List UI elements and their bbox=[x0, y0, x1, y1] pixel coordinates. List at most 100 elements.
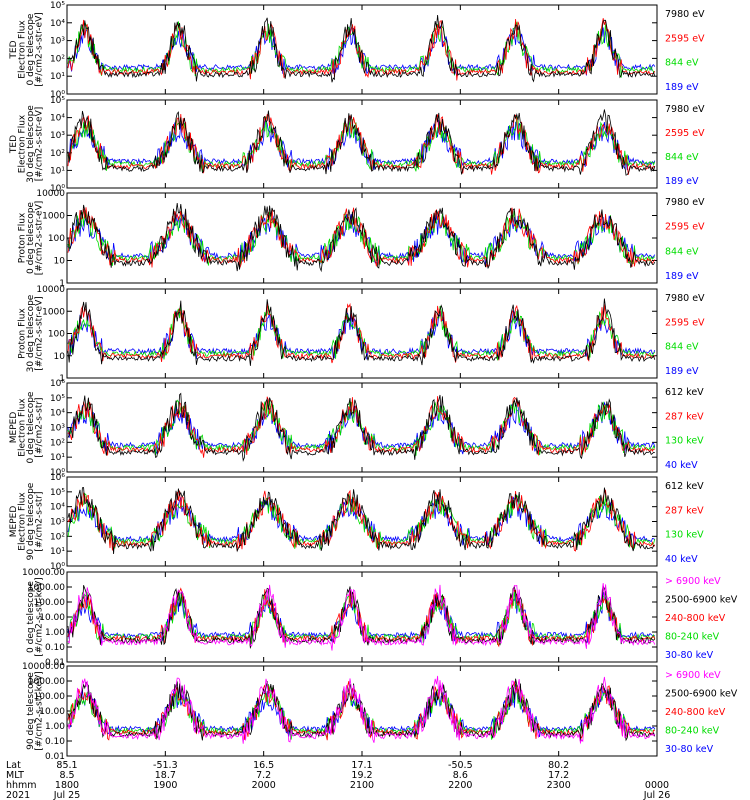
y-axis-label-line: [#/cm2-s-str-keV] bbox=[35, 671, 45, 750]
x-tick-label: 2200 bbox=[448, 780, 472, 791]
y-tick-label: 10000.00 bbox=[22, 662, 65, 672]
legend-entry: 30-80 keV bbox=[665, 650, 714, 661]
y-tick-label: 10⁴ bbox=[50, 409, 65, 419]
y-axis-label-line: TED bbox=[9, 135, 19, 154]
y-axis-label-line: [#/cm2-s-str-eV] bbox=[35, 12, 45, 87]
y-axis-label-line: MEPED bbox=[9, 506, 19, 538]
panel-frame bbox=[66, 288, 658, 379]
y-axis-label-line: MEPED bbox=[9, 412, 19, 444]
series-trace-3 bbox=[67, 399, 656, 456]
y-tick-label: 100.00 bbox=[34, 692, 66, 702]
x-tick-label: 8.5 bbox=[59, 770, 74, 781]
y-axis-label-line: Electron Flux bbox=[18, 398, 28, 457]
series-trace-2 bbox=[67, 207, 656, 269]
series-trace-5 bbox=[67, 591, 656, 644]
y-axis-label-line: Electron Flux bbox=[18, 114, 28, 173]
y-axis-label-line: [#/cm2-s-str-keV] bbox=[35, 577, 45, 656]
series-trace-3 bbox=[67, 305, 656, 361]
legend-entry: 844 eV bbox=[665, 246, 699, 257]
series-trace-2 bbox=[67, 18, 656, 81]
y-axis-label-line: Electron Flux bbox=[18, 492, 28, 551]
y-tick-label: 10¹ bbox=[50, 453, 65, 463]
y-tick-label: 10 bbox=[54, 257, 66, 267]
legend-entry: 189 eV bbox=[665, 82, 699, 93]
y-tick-label: 1000 bbox=[42, 212, 65, 222]
legend-entry: 844 eV bbox=[665, 152, 699, 163]
panel-frame bbox=[66, 4, 658, 95]
y-tick-label: 10.00 bbox=[39, 707, 65, 717]
series-trace-1 bbox=[67, 392, 655, 462]
footer-row-label: hhmm bbox=[6, 780, 37, 791]
y-tick-label: 100 bbox=[48, 330, 65, 340]
y-axis-label-line: 0 deg telescope bbox=[26, 391, 36, 463]
legend-entry: 240-800 keV bbox=[665, 613, 726, 624]
y-tick-label: 10000 bbox=[36, 189, 65, 199]
series-trace-1 bbox=[67, 203, 656, 273]
series-trace-1 bbox=[67, 298, 656, 366]
panel-frame bbox=[66, 571, 658, 663]
legend-entry: 189 eV bbox=[665, 176, 699, 187]
legend-entry: > 6900 keV bbox=[665, 670, 721, 681]
y-tick-label: 10⁵ bbox=[50, 488, 65, 498]
y-axis-label-line: Proton Flux bbox=[18, 212, 28, 263]
y-axis-label-line: 0 deg telescope bbox=[26, 581, 36, 653]
y-tick-label: 10⁶ bbox=[50, 473, 65, 483]
legend-entry: 130 keV bbox=[665, 530, 704, 541]
y-axis-label-line: Proton Flux bbox=[18, 308, 28, 359]
legend-entry: 7980 eV bbox=[665, 104, 705, 115]
x-tick-label: 1800 bbox=[55, 780, 79, 791]
y-axis-label-line: [#/cm2-s-str] bbox=[35, 397, 45, 457]
y-tick-label: 10⁰ bbox=[50, 562, 65, 572]
y-tick-label: 10⁰ bbox=[50, 184, 65, 194]
y-tick-label: 10² bbox=[50, 54, 65, 64]
y-tick-label: 10³ bbox=[50, 424, 65, 434]
y-axis-label-line: 0 deg telescope bbox=[26, 202, 36, 274]
y-tick-label: 10³ bbox=[50, 37, 65, 47]
y-tick-label: 10¹ bbox=[50, 547, 65, 557]
series-trace-2 bbox=[67, 302, 656, 364]
y-tick-label: 1.00 bbox=[45, 628, 65, 638]
x-tick-label: Jul 26 bbox=[643, 790, 671, 800]
x-tick-label: 19.2 bbox=[351, 770, 372, 781]
legend-entry: 240-800 keV bbox=[665, 707, 726, 718]
legend-entry: 287 keV bbox=[665, 411, 704, 422]
y-tick-label: 1000.00 bbox=[28, 677, 65, 687]
y-tick-label: 10000.00 bbox=[22, 568, 65, 578]
legend-entry: 2595 eV bbox=[665, 317, 705, 328]
y-axis-label-line: [#/cm2-s-str-eV] bbox=[35, 107, 45, 182]
y-tick-label: 10⁵ bbox=[50, 394, 65, 404]
legend-entry: 7980 eV bbox=[665, 9, 705, 20]
panel-frame bbox=[66, 99, 658, 189]
y-tick-label: 10¹ bbox=[50, 72, 65, 82]
legend-entry: 2500-6900 keV bbox=[665, 595, 738, 606]
y-tick-label: 10⁴ bbox=[50, 114, 65, 124]
x-tick-label: 1900 bbox=[153, 780, 177, 791]
panel-7: 0.01 0.10 1.00 10.00 100.00 1000.00 10000.00 0 … bbox=[22, 568, 738, 668]
y-axis-label-line: [#/cm2-s-str] bbox=[35, 491, 45, 551]
x-tick-label: Jul 25 bbox=[53, 790, 81, 800]
y-tick-label: 0.01 bbox=[45, 752, 65, 762]
legend-entry: 80-240 keV bbox=[665, 632, 720, 643]
y-axis-label-line: [#/cm2-s-str-eV] bbox=[35, 296, 45, 371]
footer-row-label: MLT bbox=[6, 770, 24, 781]
y-tick-label: 10 bbox=[54, 352, 66, 362]
y-tick-label: 10³ bbox=[50, 131, 65, 141]
panel-8: 0.01 0.10 1.00 10.00 100.00 1000.00 10000.0090… bbox=[22, 662, 738, 762]
x-tick-label: 0000 bbox=[645, 780, 669, 791]
x-tick-label: 7.2 bbox=[256, 770, 271, 781]
y-tick-label: 10² bbox=[50, 438, 65, 448]
legend-entry: 80-240 keV bbox=[665, 726, 720, 737]
legend-entry: 2595 eV bbox=[665, 128, 705, 139]
series-trace-1 bbox=[67, 487, 655, 555]
legend-entry: 189 eV bbox=[665, 366, 699, 377]
y-tick-label: 10³ bbox=[50, 518, 65, 528]
x-tick-label: 8.6 bbox=[453, 770, 468, 781]
legend-entry: 2595 eV bbox=[665, 222, 705, 233]
series-trace-1 bbox=[67, 109, 656, 176]
